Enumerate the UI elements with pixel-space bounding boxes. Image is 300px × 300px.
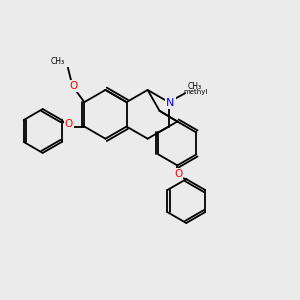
Text: CH₃: CH₃ <box>51 58 65 67</box>
Text: O: O <box>70 81 78 91</box>
Text: methyl: methyl <box>183 89 208 95</box>
Text: N: N <box>166 98 174 108</box>
Text: O: O <box>65 118 73 128</box>
Text: O: O <box>174 169 182 179</box>
Text: CH₃: CH₃ <box>188 82 202 91</box>
